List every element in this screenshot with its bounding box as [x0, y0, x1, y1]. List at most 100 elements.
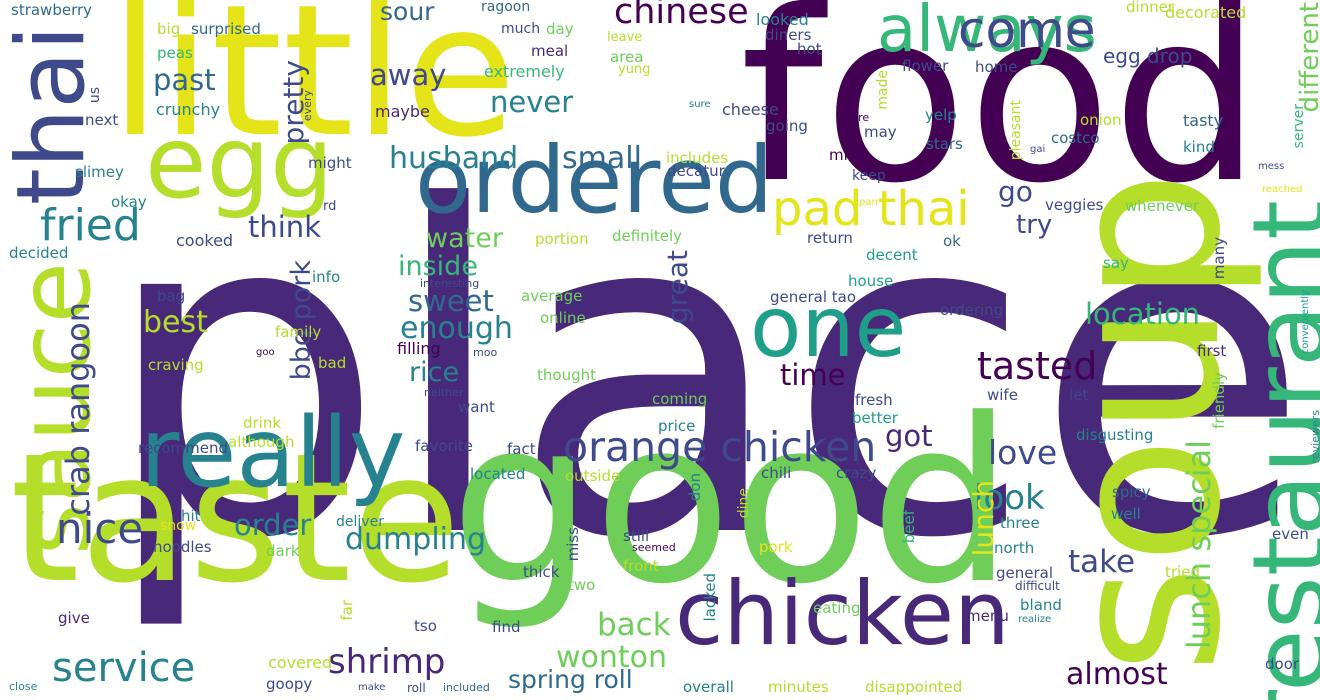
word-crunchy: crunchy	[156, 100, 221, 119]
word-house: house	[848, 272, 894, 290]
word-yelp: yelp	[925, 106, 957, 124]
word-bad: bad	[318, 354, 347, 372]
word-minutes: minutes	[768, 678, 829, 696]
word-bag: bag	[157, 287, 186, 305]
word-sweet: sweet	[408, 284, 494, 318]
word-located: located	[470, 465, 526, 483]
word-first: first	[1197, 342, 1227, 360]
word-little: little	[110, 0, 517, 177]
word-disappointed: disappointed	[865, 678, 963, 696]
word-taste: taste	[10, 415, 461, 622]
word-every: every	[301, 90, 314, 122]
word-almost: almost	[1066, 657, 1168, 692]
word-gai: gai	[1030, 144, 1046, 155]
word-crazy: crazy	[836, 464, 877, 482]
word-big: big	[157, 20, 181, 38]
word-well: well	[1111, 505, 1141, 523]
word-water: water	[426, 223, 503, 254]
word-moo: moo	[473, 346, 498, 359]
word-three: three	[1000, 514, 1040, 532]
word-away: away	[370, 58, 447, 92]
word-conveniently: conveniently	[1300, 290, 1311, 355]
word-general-tao: general tao	[770, 288, 857, 306]
word-recommend: recommend	[138, 439, 228, 457]
word-filling: filling	[397, 339, 441, 358]
word-place: place	[100, 113, 1311, 637]
word-time: time	[780, 358, 846, 392]
word-wonton: wonton	[556, 640, 668, 675]
word-front: front	[623, 557, 659, 575]
word-overall: overall	[683, 678, 734, 696]
word-peas: peas	[157, 44, 193, 62]
word-ordering: ordering	[940, 301, 1004, 319]
word-lacked: lacked	[701, 573, 719, 622]
word-chicken: chicken	[675, 562, 1010, 665]
word-service: service	[52, 645, 196, 691]
word-sure: sure	[689, 99, 711, 110]
word-included: included	[443, 681, 490, 694]
word-rd: rd	[323, 199, 337, 214]
word-kind: kind	[1183, 138, 1215, 156]
word-better: better	[852, 409, 898, 427]
word-drink: drink	[243, 414, 282, 432]
word-cheese: cheese	[722, 100, 779, 119]
word-fresh: fresh	[855, 391, 893, 409]
word-fact: fact	[507, 440, 536, 458]
word-dumpling: dumpling	[345, 522, 487, 557]
word-online: online	[540, 309, 586, 327]
word-decorated: decorated	[1165, 3, 1247, 22]
word-two: two	[568, 576, 596, 594]
word-okay: okay	[111, 193, 147, 211]
word-go: go	[998, 175, 1033, 208]
word-best: best	[143, 305, 208, 340]
word-roll: roll	[407, 681, 426, 695]
word-don: don	[686, 473, 704, 502]
word-spring-roll: spring roll	[508, 665, 633, 694]
word-extremely: extremely	[484, 62, 565, 81]
word-far: far	[338, 600, 356, 621]
word-whenever: whenever	[1125, 197, 1200, 215]
word-thought: thought	[537, 366, 596, 384]
word-coming: coming	[652, 390, 708, 408]
word-say: say	[1103, 254, 1129, 272]
word-chili: chili	[761, 464, 792, 482]
word-may: may	[864, 123, 897, 141]
word-home: home	[975, 58, 1018, 76]
word-day: day	[546, 20, 574, 38]
word-portion: portion	[535, 230, 589, 248]
word-bbq-pork: bbq pork	[286, 260, 317, 381]
word-definitely: definitely	[612, 227, 683, 245]
word-try: try	[1016, 210, 1053, 240]
word-meal: meal	[531, 42, 569, 60]
word-inside: inside	[398, 251, 478, 282]
word-dark: dark	[266, 542, 300, 560]
word-goopy: goopy	[266, 675, 313, 693]
word-snow: snow	[160, 518, 197, 534]
word-veggies: veggies	[1045, 196, 1104, 214]
word-tasty: tasty	[1183, 111, 1224, 130]
word-pan: pan	[859, 197, 878, 208]
word-return: return	[807, 229, 853, 247]
word-tried: tried	[1165, 563, 1200, 581]
word-egg-drop: egg drop	[1103, 44, 1193, 68]
word-past: past	[153, 63, 216, 97]
word-craving: craving	[148, 356, 204, 374]
word-pork: pork	[759, 538, 793, 556]
word-ragoon: ragoon	[481, 0, 531, 15]
word-reached: reached	[1262, 184, 1303, 195]
word-difficult: difficult	[1015, 579, 1060, 593]
word-neither: neither	[424, 386, 464, 399]
word-interesting: interesting	[420, 277, 480, 290]
word-always: always	[877, 0, 1097, 67]
word-different: different	[1295, 2, 1320, 113]
word-rice: rice	[409, 357, 460, 388]
word-eating: eating	[813, 599, 861, 617]
word-reviewers: reviewers	[1309, 410, 1320, 464]
word-many: many	[1210, 237, 1228, 280]
word-got: got	[885, 419, 933, 453]
word-beef: beef	[900, 510, 918, 544]
word-crab-rangoon: crab rangoon	[59, 302, 97, 516]
word-fried: fried	[40, 200, 141, 251]
word-although: although	[228, 433, 295, 451]
word-ordered: ordered	[415, 127, 774, 234]
